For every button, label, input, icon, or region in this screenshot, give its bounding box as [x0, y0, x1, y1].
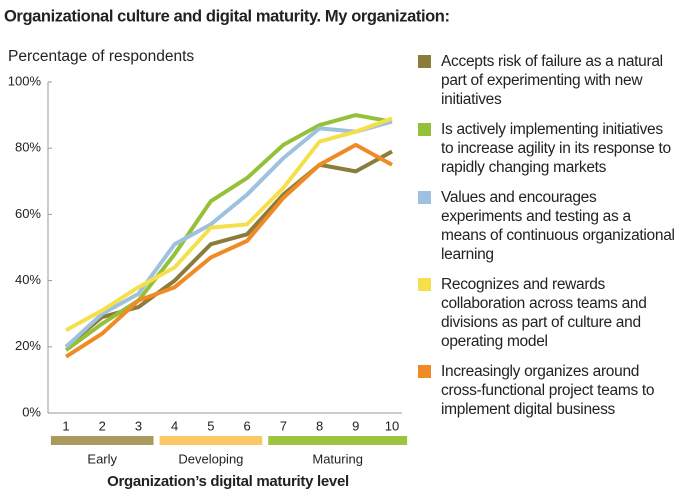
x-tick-label: 6: [243, 418, 250, 433]
legend-swatch: [418, 278, 431, 291]
x-tick-label: 2: [99, 418, 106, 433]
legend: Accepts risk of failure as a natural par…: [418, 52, 676, 430]
stage-label: Developing: [178, 451, 243, 466]
legend-swatch: [418, 123, 431, 136]
stage-label: Maturing: [312, 451, 363, 466]
stage-band: [50, 436, 154, 445]
x-axis-label: Organization’s digital maturity level: [107, 473, 349, 490]
legend-label: Recognizes and rewards collaboration acr…: [441, 276, 647, 350]
series-line: [64, 119, 393, 349]
legend-item: Is actively implementing initiatives to …: [418, 120, 676, 177]
legend-item: Values and encourages experiments and te…: [418, 188, 676, 264]
series-line: [65, 116, 393, 333]
y-tick-label: 100%: [8, 73, 42, 88]
y-tick-label: 60%: [15, 206, 41, 221]
legend-item: Recognizes and rewards collaboration acr…: [418, 275, 676, 351]
series-line: [64, 113, 393, 352]
legend-item: Accepts risk of failure as a natural par…: [418, 52, 676, 109]
legend-label: Accepts risk of failure as a natural par…: [441, 53, 663, 108]
legend-label: Values and encourages experiments and te…: [441, 189, 675, 263]
legend-item: Increasingly organizes around cross-func…: [418, 362, 676, 419]
y-tick-label: 20%: [15, 338, 41, 353]
chart-title: Organizational culture and digital matur…: [4, 7, 450, 25]
stage-band: [268, 436, 408, 445]
stage-band: [159, 436, 263, 445]
x-tick-label: 10: [385, 418, 399, 433]
x-tick-label: 9: [352, 418, 359, 433]
legend-swatch: [418, 55, 431, 68]
series-line: [64, 142, 393, 359]
x-tick-label: 8: [316, 418, 323, 433]
legend-label: Is actively implementing initiatives to …: [441, 121, 671, 176]
stage-label: Early: [87, 451, 117, 466]
y-axis-label: Percentage of respondents: [8, 48, 194, 65]
y-tick-label: 0%: [22, 404, 41, 419]
x-tick-label: 4: [171, 418, 178, 433]
legend-swatch: [418, 191, 431, 204]
x-tick-label: 3: [135, 418, 142, 433]
x-tick-label: 5: [207, 418, 214, 433]
legend-label: Increasingly organizes around cross-func…: [441, 363, 655, 418]
x-tick-label: 1: [62, 418, 69, 433]
legend-swatch: [418, 365, 431, 378]
x-tick-label: 7: [280, 418, 287, 433]
y-tick-label: 40%: [15, 272, 41, 287]
y-tick-label: 80%: [15, 140, 41, 155]
